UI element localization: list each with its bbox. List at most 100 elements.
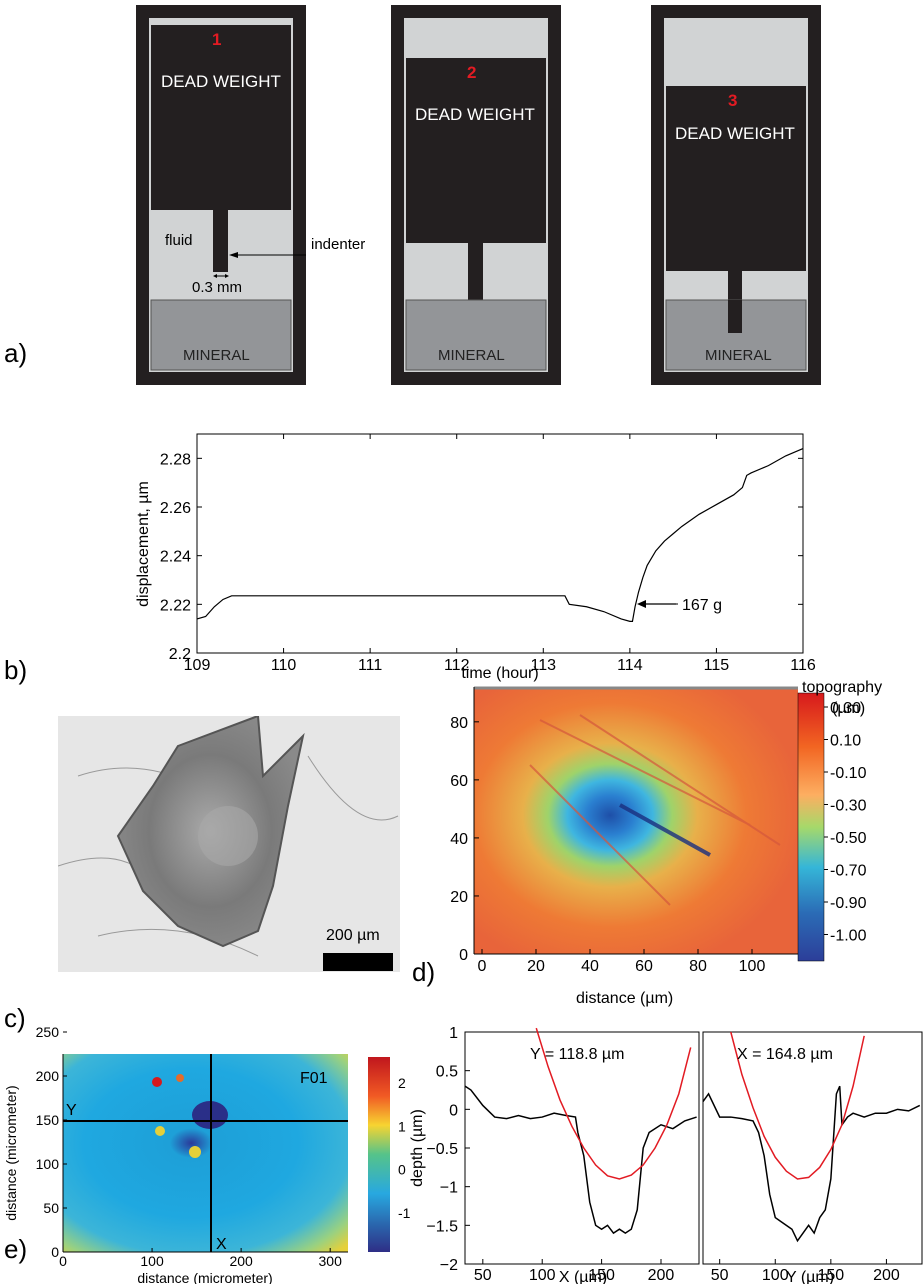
y-tick-label: 2.24	[160, 549, 191, 566]
x-line-label: X	[216, 1236, 227, 1253]
x-tick-label: 0	[478, 958, 487, 975]
colorbar-tick-label: -1.00	[830, 928, 867, 945]
profile-right-title: X = 164.8 µm	[737, 1046, 833, 1063]
x-tick-label: 200	[873, 1267, 900, 1284]
schematic-frame-2	[391, 5, 561, 385]
colorbar-title: topography	[802, 679, 883, 696]
x-tick-label: 50	[474, 1267, 492, 1284]
x-tick-label: 50	[711, 1267, 729, 1284]
y-tick-label: 40	[450, 831, 468, 848]
fluid-label: fluid	[165, 232, 193, 249]
width-label: 0.3 mm	[192, 279, 243, 296]
schematic-frame-3	[651, 5, 821, 385]
frame-number-2: 2	[467, 63, 477, 82]
colorbar-tick-label: -0.70	[830, 863, 867, 880]
x-tick-label: 100	[762, 1267, 789, 1284]
x-tick-label: 150	[817, 1267, 844, 1284]
x-tick-label: 113	[531, 657, 557, 674]
y-tick-label: −0.5	[426, 1141, 458, 1158]
y-tick-label: 0	[449, 1102, 458, 1119]
y-tick-label: −1	[440, 1180, 458, 1197]
x-tick-label: 100	[739, 958, 766, 975]
y-tick-label: 250	[36, 1024, 60, 1040]
depth-surface	[63, 1054, 348, 1252]
y-tick-label: 20	[450, 889, 468, 906]
y-tick-label: 2.28	[160, 451, 191, 468]
colorbar-tick-label: -0.10	[830, 765, 867, 782]
frame-number-3: 3	[728, 91, 738, 110]
scalebar	[323, 953, 393, 971]
mineral-1	[150, 299, 292, 371]
x-tick-label: 60	[635, 958, 653, 975]
x-tick-label: 109	[184, 657, 211, 674]
profile-ylabel: depth (µm)	[409, 1109, 426, 1187]
y-tick-label: 0.5	[436, 1064, 458, 1081]
y-tick-label: 2.2	[169, 646, 191, 663]
fitted-parabola	[535, 1027, 692, 1180]
profile-left-title: Y = 118.8 µm	[530, 1046, 624, 1063]
dead-weight-1	[151, 25, 291, 210]
dead-weight-label-3: DEAD WEIGHT	[675, 124, 795, 143]
depth-colorbar	[368, 1057, 390, 1252]
fitted-parabola	[730, 1031, 865, 1180]
x-tick-label: 0	[59, 1253, 67, 1269]
x-tick-label: 111	[358, 657, 382, 674]
frame-number-1: 1	[212, 30, 222, 49]
annotation-arrowhead	[637, 600, 646, 608]
x-axis-label-d: distance (µm)	[576, 990, 674, 1007]
depth-profiles: 50 100 150 200 50 100 150 20010.50−0.5−1−1.5−2 …	[409, 1025, 923, 1284]
y-tick-label: 1	[449, 1025, 458, 1042]
indenter-label: indenter	[311, 236, 366, 253]
colorbar-tick-label: -1	[398, 1205, 411, 1221]
mineral-2	[405, 299, 547, 371]
y-axis-label-e: distance (micrometer)	[3, 1085, 19, 1220]
y-tick-label: 0	[459, 947, 468, 964]
colorbar-tick-label: 0	[398, 1162, 406, 1178]
y-tick-label: 100	[36, 1156, 60, 1172]
measured-profile	[702, 1085, 921, 1243]
x-tick-label: 100	[140, 1253, 164, 1269]
y-tick-label: 150	[36, 1112, 60, 1128]
y-tick-label: 2.26	[160, 500, 191, 517]
profile-right-xlabel: Y (µm)	[786, 1269, 834, 1284]
panel-label-a: a)	[4, 338, 28, 368]
x-tick-label: 40	[581, 958, 599, 975]
x-axis-label: time (hour)	[461, 665, 538, 682]
x-axis-label-e: distance (micrometer)	[137, 1270, 272, 1284]
y-tick-label: 60	[450, 773, 468, 790]
panel-label-c: c)	[4, 1003, 26, 1033]
colorbar-unit: (µm)	[832, 700, 866, 717]
colorbar-tick-label: 2	[398, 1075, 406, 1091]
y-tick-label: −1.5	[426, 1218, 458, 1235]
panel-label-d: d)	[412, 957, 436, 987]
topography-surface	[474, 687, 798, 954]
scalebar-label: 200 µm	[326, 927, 380, 944]
indenter-1	[213, 210, 228, 272]
dead-weight-2	[406, 58, 546, 243]
dead-weight-label-1: DEAD WEIGHT	[161, 72, 281, 91]
x-tick-label: 115	[704, 657, 730, 674]
y-tick-label: 50	[43, 1200, 59, 1216]
dead-weight-label-2: DEAD WEIGHT	[415, 105, 535, 124]
x-tick-label: 112	[444, 657, 470, 674]
y-line-label: Y	[66, 1102, 77, 1119]
plot-frame	[196, 433, 804, 654]
x-tick-label: 200	[229, 1253, 253, 1269]
x-tick-label: 110	[271, 657, 297, 674]
measured-profile	[464, 1085, 697, 1235]
colorbar-tick-label: -0.30	[830, 798, 867, 815]
y-tick-label: 2.22	[160, 597, 191, 614]
colorbar-tick-label: -0.50	[830, 830, 867, 847]
topography-map: 0 20 40 60 80 100 0 20 40 60 80 0.30 0.10 -0.10 -0.30…	[450, 686, 867, 975]
indenter-2	[468, 243, 483, 301]
profile-left-xlabel: X (µm)	[559, 1269, 607, 1284]
x-tick-label: 200	[648, 1267, 675, 1284]
schematic-frame-1	[136, 5, 306, 385]
x-tick-label: 150	[588, 1267, 615, 1284]
colorbar-tick-label: -0.90	[830, 895, 867, 912]
y-tick-label: 0	[51, 1244, 59, 1260]
panel-label-e: e)	[4, 1234, 28, 1264]
profile-right-frame	[702, 1031, 923, 1265]
apparatus-schematic	[136, 5, 821, 385]
